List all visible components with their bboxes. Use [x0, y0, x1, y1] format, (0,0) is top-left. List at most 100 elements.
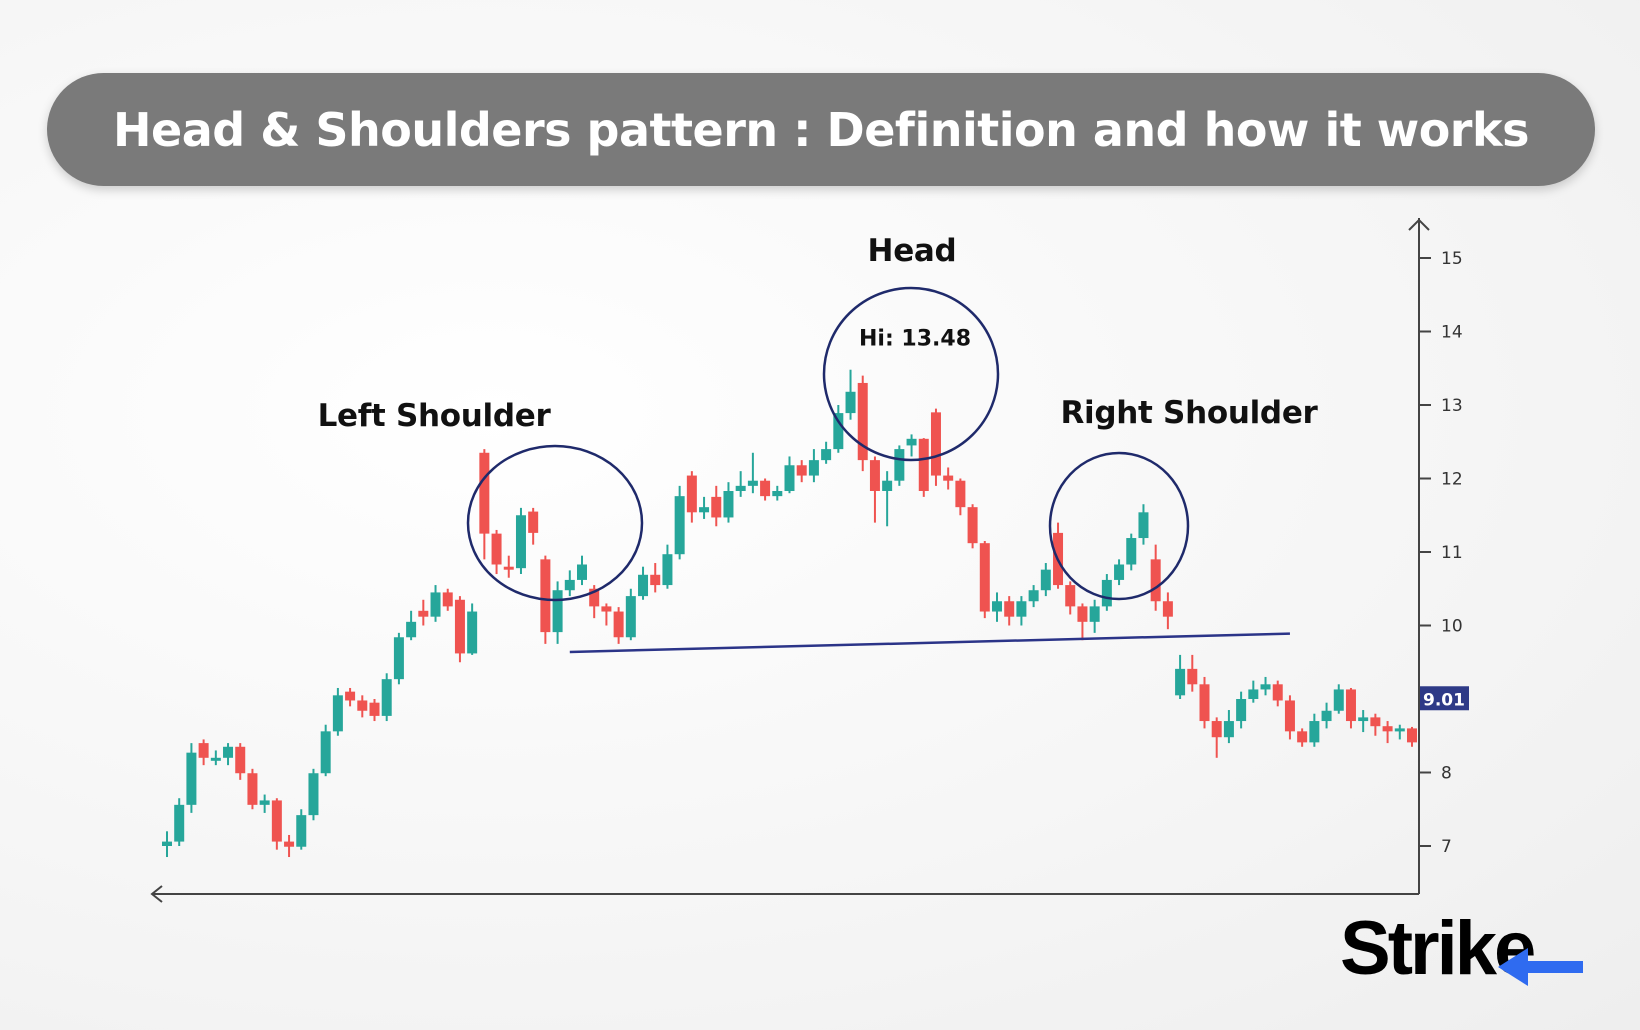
candle-body: [796, 465, 807, 476]
y-tick-label: 8: [1441, 764, 1452, 784]
candle: [345, 687, 356, 707]
candle-body: [479, 452, 490, 534]
y-axis-arrow-icon: [1408, 218, 1430, 231]
logo-accent-bar: [1520, 961, 1583, 973]
candle-body: [992, 601, 1002, 612]
candle: [674, 485, 685, 560]
candle: [845, 369, 856, 420]
candle: [1114, 559, 1125, 586]
candle: [564, 570, 575, 597]
candle: [955, 478, 966, 516]
candle-body: [369, 702, 380, 716]
candle: [1175, 654, 1186, 699]
candle-body: [418, 610, 429, 617]
candle-body: [528, 511, 539, 533]
right-shoulder-circle: [1048, 451, 1190, 601]
candle-body: [430, 592, 441, 617]
candle: [369, 699, 380, 722]
candle: [174, 798, 185, 846]
candle: [406, 610, 417, 641]
candle-body: [784, 465, 795, 491]
candle-body: [1016, 601, 1027, 617]
candle: [699, 496, 710, 519]
candle: [247, 768, 258, 810]
candle-body: [1211, 721, 1222, 738]
candle-body: [589, 588, 600, 607]
candle-body: [1272, 684, 1283, 701]
candle: [613, 607, 624, 644]
axes: 15 14 13 12 11 10 8 7 9.01: [150, 218, 1469, 903]
candle: [1248, 680, 1259, 703]
candle: [1040, 563, 1051, 597]
candle: [332, 687, 343, 736]
y-tick-label: 10: [1441, 617, 1463, 637]
candle-body: [772, 490, 783, 497]
candle-body: [1138, 512, 1149, 539]
candle-body: [174, 804, 185, 842]
candle-body: [808, 460, 819, 476]
candle: [723, 482, 734, 523]
candle: [1187, 654, 1198, 692]
candle-body: [1382, 726, 1393, 732]
candle-body: [198, 743, 209, 758]
candle-body: [284, 841, 295, 847]
candle: [1345, 687, 1356, 729]
candle: [821, 441, 832, 464]
candle: [992, 592, 1002, 622]
candle: [796, 460, 807, 483]
overlays: [466, 286, 1290, 654]
candle-body: [515, 515, 526, 569]
candle: [1223, 710, 1234, 744]
candle-body: [1345, 689, 1356, 722]
candle: [747, 452, 758, 494]
candle-body: [601, 606, 612, 612]
candle: [686, 471, 697, 523]
candles: [162, 369, 1417, 858]
candle: [528, 507, 539, 545]
candle-body: [1284, 700, 1295, 732]
candle-body: [821, 449, 832, 461]
current-price-label: 9.01: [1423, 690, 1465, 710]
candle-body: [162, 841, 172, 846]
candle: [357, 695, 368, 718]
candle-body: [1101, 579, 1112, 607]
candle-body: [747, 480, 758, 486]
candle-body: [943, 475, 954, 481]
candle: [430, 585, 441, 622]
candle-body: [1065, 585, 1076, 607]
candle-body: [1114, 564, 1125, 580]
candle: [1370, 713, 1381, 736]
candle: [503, 555, 514, 578]
candle: [1028, 585, 1039, 608]
candle-body: [1236, 699, 1247, 722]
candle: [1077, 603, 1088, 641]
candle: [515, 507, 526, 575]
title-banner: Head & Shoulders pattern : Definition an…: [47, 73, 1595, 186]
candle-body: [918, 438, 929, 491]
candle-body: [1199, 684, 1210, 722]
candle: [271, 798, 282, 850]
candle-body: [674, 496, 685, 555]
candle-body: [1309, 721, 1320, 743]
candle-body: [271, 800, 282, 842]
candle-body: [1089, 606, 1100, 622]
candle: [1016, 596, 1027, 626]
candle: [918, 438, 929, 497]
candle: [906, 434, 917, 457]
candle: [772, 485, 783, 501]
candle: [1138, 504, 1149, 545]
candle: [284, 834, 295, 858]
candle: [869, 456, 880, 523]
candle-body: [711, 496, 722, 518]
candle: [1358, 710, 1369, 733]
candle-body: [491, 533, 502, 565]
candle: [784, 456, 795, 494]
candle-body: [930, 412, 941, 476]
x-axis-arrow-icon: [150, 885, 163, 903]
candle: [186, 743, 197, 813]
candle-body: [955, 480, 966, 508]
page-title: Head & Shoulders pattern : Definition an…: [113, 102, 1529, 157]
y-tick-label: 15: [1441, 249, 1463, 269]
candle: [833, 405, 844, 453]
candle-body: [845, 391, 856, 414]
